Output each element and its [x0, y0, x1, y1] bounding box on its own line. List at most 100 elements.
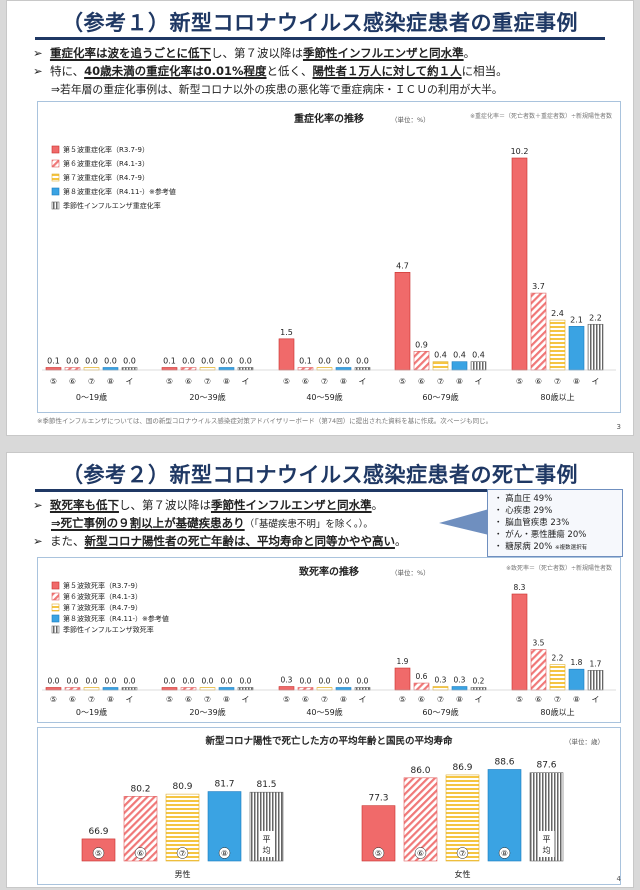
tick-5-4: ⑧	[573, 695, 580, 704]
age-bar-label-1-5: 81.5	[256, 780, 276, 790]
bar-2-2	[180, 367, 197, 371]
bar-label-1-1: 0.1	[47, 357, 60, 366]
bar-label-3-3: 0.0	[319, 677, 331, 686]
age-series-tag-2-5: 平	[543, 835, 551, 844]
legend-label-1: 第５波致死率（R3.7-9）	[63, 581, 142, 590]
bar-label-5-5: 2.2	[589, 313, 602, 322]
bar-label-1-4: 0.0	[104, 357, 117, 366]
slide1-bullet-3: ⇒若年層の重症化事例は、新型コロナ以外の疾患の悪化等で重症病床・ＩＣＵの利用が大…	[51, 83, 503, 96]
bar-label-4-3: 0.3	[435, 676, 447, 685]
bar-label-1-5: 0.0	[124, 677, 136, 686]
slide1-title-rule	[35, 37, 605, 40]
age-series-circle-1-4	[218, 847, 231, 859]
tick-4-4: ⑧	[456, 377, 463, 386]
age-series-tag-1-1: ⑤	[95, 849, 102, 858]
tick-3-1: ⑤	[283, 695, 290, 704]
tick-1-1: ⑤	[50, 377, 57, 386]
slide1-footnote: ※季節性インフルエンザについては、国の新型コロナウイルス感染症対策アドバイザリー…	[37, 417, 493, 425]
age-bar-label-2-4: 88.6	[494, 757, 514, 767]
bar-1-4	[102, 687, 119, 691]
bar-label-1-3: 0.0	[86, 677, 98, 686]
bar-2-1	[161, 687, 178, 691]
age-chart: 新型コロナ陽性で死亡した方の平均年齢と国民の平均寿命 （単位：歳） 66.9 ⑤ 80.…	[81, 735, 604, 879]
age-bar-label-1-4: 81.7	[214, 780, 234, 790]
tick-5-2: ⑥	[535, 695, 542, 704]
bar-5-2	[530, 649, 547, 691]
tick-2-2: ⑥	[185, 695, 192, 704]
comorbidity-cancer: ・ がん・悪性腫瘍 20%	[494, 530, 587, 540]
age-series-tag-1-3: ⑦	[179, 849, 186, 858]
age-bar-2-3	[445, 774, 480, 862]
bar-label-2-3: 0.0	[201, 357, 214, 366]
legend-swatch-3	[51, 603, 60, 612]
bar-5-3	[549, 319, 566, 371]
tick-3-4: ⑧	[340, 695, 347, 704]
category-label-1: 0〜19歳	[76, 392, 107, 402]
bar-5-4	[568, 326, 585, 371]
age-bar-label-2-5: 87.6	[536, 761, 556, 771]
bar-5-3	[549, 664, 566, 691]
tick-2-5: イ	[242, 377, 250, 386]
bar-label-3-3: 0.0	[318, 357, 331, 366]
age-category-label-1: 男性	[175, 869, 191, 879]
bar-4-4	[451, 686, 468, 691]
tick-1-5: イ	[126, 377, 134, 386]
bar-4-1	[394, 272, 411, 371]
age-series-circle-1-1	[92, 847, 105, 859]
slide-mortality: （参考２）新型コロナウイルス感染症患者の死亡事例 ➢ 致死率も低下し、第７波以降…	[6, 452, 634, 888]
bar-2-4	[218, 687, 235, 691]
bar-1-1	[45, 367, 62, 371]
comorbidity-cerebrovascular: ・ 脳血管疾患 23%	[494, 518, 570, 528]
bar-label-1-4: 0.0	[105, 677, 117, 686]
bar-label-2-2: 0.0	[183, 677, 195, 686]
legend-swatch-4	[51, 187, 60, 196]
legend-label-4: 第８波致死率（R4.11-）※参考値	[63, 614, 169, 623]
bar-1-1	[45, 687, 62, 691]
age-series-tag-b-2-5: 均	[543, 845, 551, 855]
bar-3-1	[278, 338, 295, 371]
tick-4-1: ⑤	[399, 695, 406, 704]
tick-2-1: ⑤	[166, 377, 173, 386]
tick-1-4: ⑧	[107, 695, 114, 704]
bar-label-3-1: 1.5	[280, 328, 293, 337]
slide2-bullet-3: ➢ また、新型コロナ陽性者の死亡年齢は、平均寿命と同等かやや高い。	[33, 534, 407, 548]
age-series-tag-2-2: ⑥	[417, 849, 424, 858]
bar-label-3-4: 0.0	[338, 677, 350, 686]
legend-label-4: 第８波重症化率（R4.11-）※参考値	[63, 187, 176, 196]
bar-label-2-4: 0.0	[221, 677, 233, 686]
legend-label-3: 第７波重症化率（R4.7-9）	[63, 173, 149, 182]
bar-label-4-4: 0.3	[454, 676, 466, 685]
callout-arrow	[439, 509, 489, 535]
bar-label-2-5: 0.0	[240, 677, 252, 686]
page-number: 3	[616, 423, 621, 431]
bar-3-2	[297, 687, 314, 691]
tick-4-4: ⑧	[456, 695, 463, 704]
bar-1-3	[83, 367, 100, 371]
bar-label-1-2: 0.0	[67, 677, 79, 686]
bar-2-4	[218, 367, 235, 371]
legend-label-2: 第６波致死率（R4.1-3）	[63, 592, 142, 601]
tick-3-1: ⑤	[283, 377, 290, 386]
bar-5-2	[530, 292, 547, 371]
age-series-tag-2-4: ⑧	[501, 849, 508, 858]
tick-2-4: ⑧	[223, 695, 230, 704]
severity-chart-panel: 重症化率の推移 （単位：%） ※重症化率＝（死亡者数＋重症者数）÷新規陽性者数 第５波…	[37, 101, 621, 413]
tick-4-5: イ	[475, 377, 483, 386]
bar-label-4-2: 0.6	[416, 672, 428, 681]
tick-3-4: ⑧	[340, 377, 347, 386]
bar-5-5	[587, 323, 604, 371]
tick-1-3: ⑦	[88, 695, 95, 704]
slide1-bullet-1: ➢ 重症化率は波を追うごとに低下し、第７波以降は季節性インフルエンザと同水準。	[33, 46, 476, 60]
tick-1-5: イ	[126, 695, 134, 704]
severity-chart: 重症化率の推移 （単位：%） ※重症化率＝（死亡者数＋重症者数）÷新規陽性者数第５波…	[42, 112, 616, 402]
bar-label-1-2: 0.0	[66, 357, 79, 366]
bar-label-3-2: 0.0	[300, 677, 312, 686]
chart-unit: （単位：歳）	[565, 737, 604, 746]
slide1-title: （参考１）新型コロナウイルス感染症患者の重症事例	[62, 11, 578, 35]
bar-label-2-5: 0.0	[239, 357, 252, 366]
slide1-bullet-2: ➢ 特に、40歳未満の重症化率は0.01%程度と低く、陽性者１万人に対して約１人…	[33, 64, 508, 78]
slide2-bullet-1: ➢ 致死率も低下し、第７波以降は季節性インフルエンザと同水準。	[33, 498, 384, 512]
bar-label-5-1: 8.3	[514, 583, 526, 592]
bar-label-3-4: 0.0	[337, 357, 350, 366]
mortality-chart: 致死率の推移 （単位：%） ※致死率＝（死亡者数）÷新規陽性者数第５波致死率（R3.…	[42, 564, 616, 717]
